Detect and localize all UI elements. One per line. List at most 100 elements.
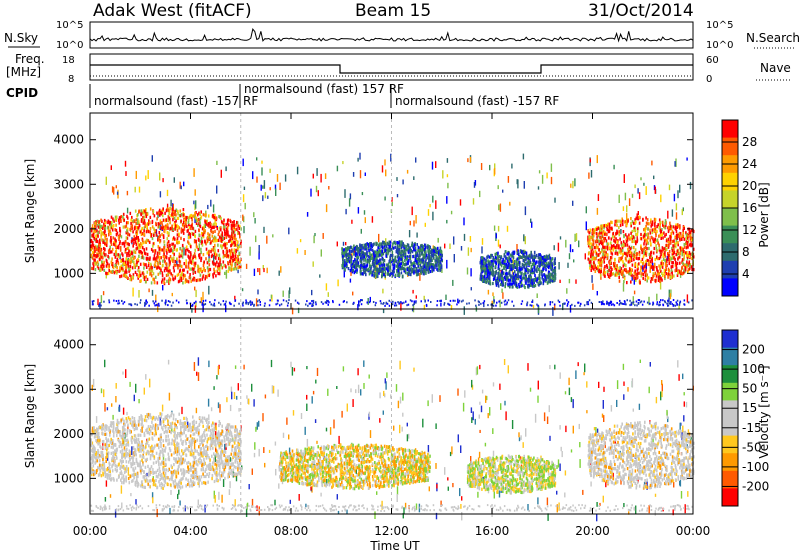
echo-cell (111, 216, 113, 219)
echo-cell (505, 250, 507, 253)
echo-cell (529, 279, 531, 282)
ground-cell (415, 302, 417, 304)
echo-cell (179, 247, 181, 250)
echo-cell (226, 233, 228, 236)
ground-cell (130, 303, 132, 305)
ground-cell (108, 299, 110, 301)
echo-cell (505, 255, 507, 258)
echo-cell (666, 239, 668, 242)
echo-cell (139, 244, 141, 247)
ground-cell (567, 305, 569, 307)
speckle-cell (259, 245, 260, 253)
echo-cell (166, 269, 168, 272)
echo-cell (613, 247, 615, 250)
speckle-cell (345, 209, 346, 214)
echo-cell (662, 224, 664, 227)
echo-cell (192, 215, 194, 218)
echo-cell (169, 269, 171, 272)
echo-cell (544, 258, 546, 261)
echo-cell (99, 258, 101, 261)
echo-cell (127, 242, 129, 245)
ground-cell (677, 300, 679, 302)
echo-cell (179, 269, 181, 272)
echo-cell (117, 232, 119, 235)
echo-cell (515, 274, 517, 277)
echo-cell (217, 244, 219, 247)
ground-cell (144, 302, 146, 304)
echo-cell (423, 269, 425, 272)
echo-cell (629, 246, 631, 249)
speckle-cell (634, 291, 635, 295)
ground-cell (647, 302, 649, 304)
echo-cell (166, 209, 168, 212)
echo-cell (350, 260, 352, 263)
echo-cell (341, 247, 343, 250)
echo-cell (94, 250, 96, 253)
speckle-cell (637, 188, 638, 193)
echo-cell (95, 262, 97, 265)
echo-cell (511, 264, 513, 267)
echo-cell (365, 258, 367, 261)
echo-cell (202, 233, 204, 236)
echo-cell (164, 258, 166, 261)
echo-cell (191, 214, 193, 217)
echo-cell (183, 273, 185, 276)
echo-cell (236, 244, 238, 247)
ground-cell (638, 299, 640, 301)
echo-cell (514, 265, 516, 268)
echo-cell (362, 272, 364, 275)
echo-cell (550, 279, 552, 282)
echo-cell (398, 241, 400, 244)
echo-cell (208, 274, 210, 277)
echo-cell (356, 252, 358, 255)
echo-cell (435, 247, 437, 250)
cpid-label: CPID (6, 86, 38, 100)
speckle-cell (401, 271, 402, 274)
echo-cell (508, 279, 510, 282)
echo-cell (482, 279, 484, 282)
echo-cell (637, 252, 639, 255)
echo-cell (166, 255, 168, 258)
echo-cell (209, 263, 211, 266)
speckle-cell (264, 180, 265, 189)
echo-cell (483, 261, 485, 264)
echo-cell (396, 269, 398, 272)
echo-cell (125, 248, 127, 251)
speckle-cell (384, 197, 385, 201)
echo-cell (141, 227, 143, 230)
ground-cell (440, 300, 442, 302)
echo-cell (639, 257, 641, 260)
echo-cell (402, 242, 404, 245)
echo-cell (97, 231, 99, 234)
speckle-cell (501, 289, 502, 293)
echo-cell (95, 254, 97, 257)
echo-cell (348, 267, 350, 270)
ground-cell (531, 305, 533, 307)
echo-cell (136, 264, 138, 267)
echo-cell (119, 275, 121, 278)
speckle-cell (424, 296, 425, 300)
echo-cell (379, 249, 381, 252)
echo-cell (131, 252, 133, 255)
echo-cell (673, 274, 675, 277)
ground-cell (568, 301, 570, 303)
ground-cell (230, 303, 232, 305)
echo-cell (213, 268, 215, 271)
ground-cell (631, 304, 633, 306)
echo-cell (212, 235, 214, 238)
echo-cell (415, 270, 417, 273)
echo-cell (408, 267, 410, 270)
cpid-segment-1: normalsound (fast) -157 RF (94, 94, 258, 108)
echo-cell (169, 280, 171, 283)
echo-cell (226, 247, 228, 250)
echo-cell (119, 234, 121, 237)
echo-cell (616, 268, 618, 271)
echo-cell (162, 207, 164, 210)
speckle-cell (530, 219, 531, 223)
speckle-cell (111, 165, 112, 170)
echo-cell (182, 244, 184, 247)
echo-cell (368, 268, 370, 271)
speckle-cell (263, 227, 264, 233)
echo-cell (146, 266, 148, 269)
speckle-cell (415, 215, 416, 224)
